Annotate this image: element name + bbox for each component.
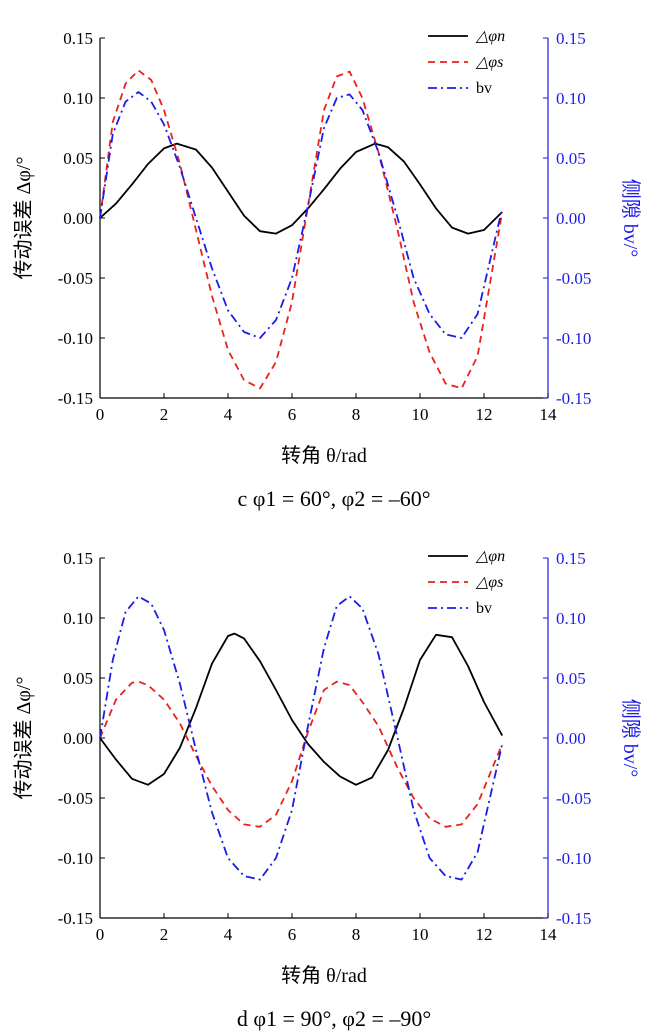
figure-caption: d φ1 = 90°, φ2 = –90° <box>237 1006 431 1031</box>
x-tick-label: 8 <box>352 925 361 944</box>
series-line-0 <box>99 632 503 786</box>
y-tick-label-right: 0.15 <box>556 549 586 568</box>
x-tick-label: 14 <box>540 405 558 424</box>
y-tick-label-right: 0.10 <box>556 89 586 108</box>
x-tick-label: 4 <box>224 925 233 944</box>
x-tick-label: 0 <box>96 405 105 424</box>
chart-c: -0.15 -0.15 -0.10 -0.10 -0.05 -0.05 0.00 0.00 0.… <box>12 28 642 511</box>
legend-label-2: bv <box>476 80 492 97</box>
series-line-2 <box>99 595 504 881</box>
y-tick-label-left: 0.10 <box>63 89 93 108</box>
y-tick-label-right: -0.15 <box>556 389 591 408</box>
y-tick-label-left: 0.00 <box>63 209 93 228</box>
x-axis-label: 转角 θ/rad <box>281 444 367 467</box>
legend-label-0: △φn <box>475 548 505 565</box>
y-tick-label-right: -0.05 <box>556 789 591 808</box>
x-tick-label: 6 <box>288 405 297 424</box>
x-tick-label: 4 <box>224 405 233 424</box>
y-tick-label-left: 0.15 <box>63 29 93 48</box>
x-tick-label: 2 <box>160 925 169 944</box>
legend-label-1: △φs <box>475 54 503 71</box>
x-tick-label: 6 <box>288 925 297 944</box>
y-tick-label-right: -0.05 <box>556 269 591 288</box>
y-axis-label-right: 侧隙 bv/° <box>619 179 642 258</box>
y-tick-label-right: -0.10 <box>556 329 591 348</box>
y-axis-label-right: 侧隙 bv/° <box>619 699 642 778</box>
y-tick-label-right: 0.00 <box>556 209 586 228</box>
x-axis-label: 转角 θ/rad <box>281 964 367 987</box>
x-tick-label: 8 <box>352 405 361 424</box>
y-tick-label-left: -0.15 <box>58 389 93 408</box>
y-tick-label-left: -0.10 <box>58 329 93 348</box>
legend-label-2: bv <box>476 600 492 617</box>
y-tick-label-left: 0.05 <box>63 149 93 168</box>
legend-label-1: △φs <box>475 574 503 591</box>
y-tick-label-left: -0.15 <box>58 909 93 928</box>
legend-label-0: △φn <box>475 28 505 45</box>
y-tick-label-right: 0.05 <box>556 149 586 168</box>
y-tick-label-left: 0.15 <box>63 549 93 568</box>
figure-caption: c φ1 = 60°, φ2 = –60° <box>237 486 430 511</box>
y-axis-label-left: 传动误差 Δφ/° <box>12 677 35 800</box>
series-line-1 <box>99 680 504 828</box>
x-tick-label: 14 <box>540 925 558 944</box>
y-tick-label-right: 0.10 <box>556 609 586 628</box>
series-line-1 <box>99 69 504 390</box>
y-tick-label-left: 0.05 <box>63 669 93 688</box>
y-tick-label-right: 0.15 <box>556 29 586 48</box>
y-axis-label-left: 传动误差 Δφ/° <box>12 157 35 280</box>
y-tick-label-left: -0.05 <box>58 269 93 288</box>
series-line-0 <box>99 142 503 235</box>
y-tick-label-right: 0.00 <box>556 729 586 748</box>
y-tick-label-left: 0.10 <box>63 609 93 628</box>
y-tick-label-left: -0.10 <box>58 849 93 868</box>
y-tick-label-left: 0.00 <box>63 729 93 748</box>
x-tick-label: 10 <box>412 405 429 424</box>
x-tick-label: 2 <box>160 405 169 424</box>
x-tick-label: 10 <box>412 925 429 944</box>
chart-d: -0.15 -0.15 -0.10 -0.10 -0.05 -0.05 0.00 0.00 0.… <box>12 548 642 1031</box>
y-tick-label-left: -0.05 <box>58 789 93 808</box>
y-tick-label-right: -0.15 <box>556 909 591 928</box>
x-tick-label: 0 <box>96 925 105 944</box>
y-tick-label-right: -0.10 <box>556 849 591 868</box>
x-tick-label: 12 <box>476 405 493 424</box>
series-line-2 <box>99 91 504 339</box>
x-tick-label: 12 <box>476 925 493 944</box>
y-tick-label-right: 0.05 <box>556 669 586 688</box>
